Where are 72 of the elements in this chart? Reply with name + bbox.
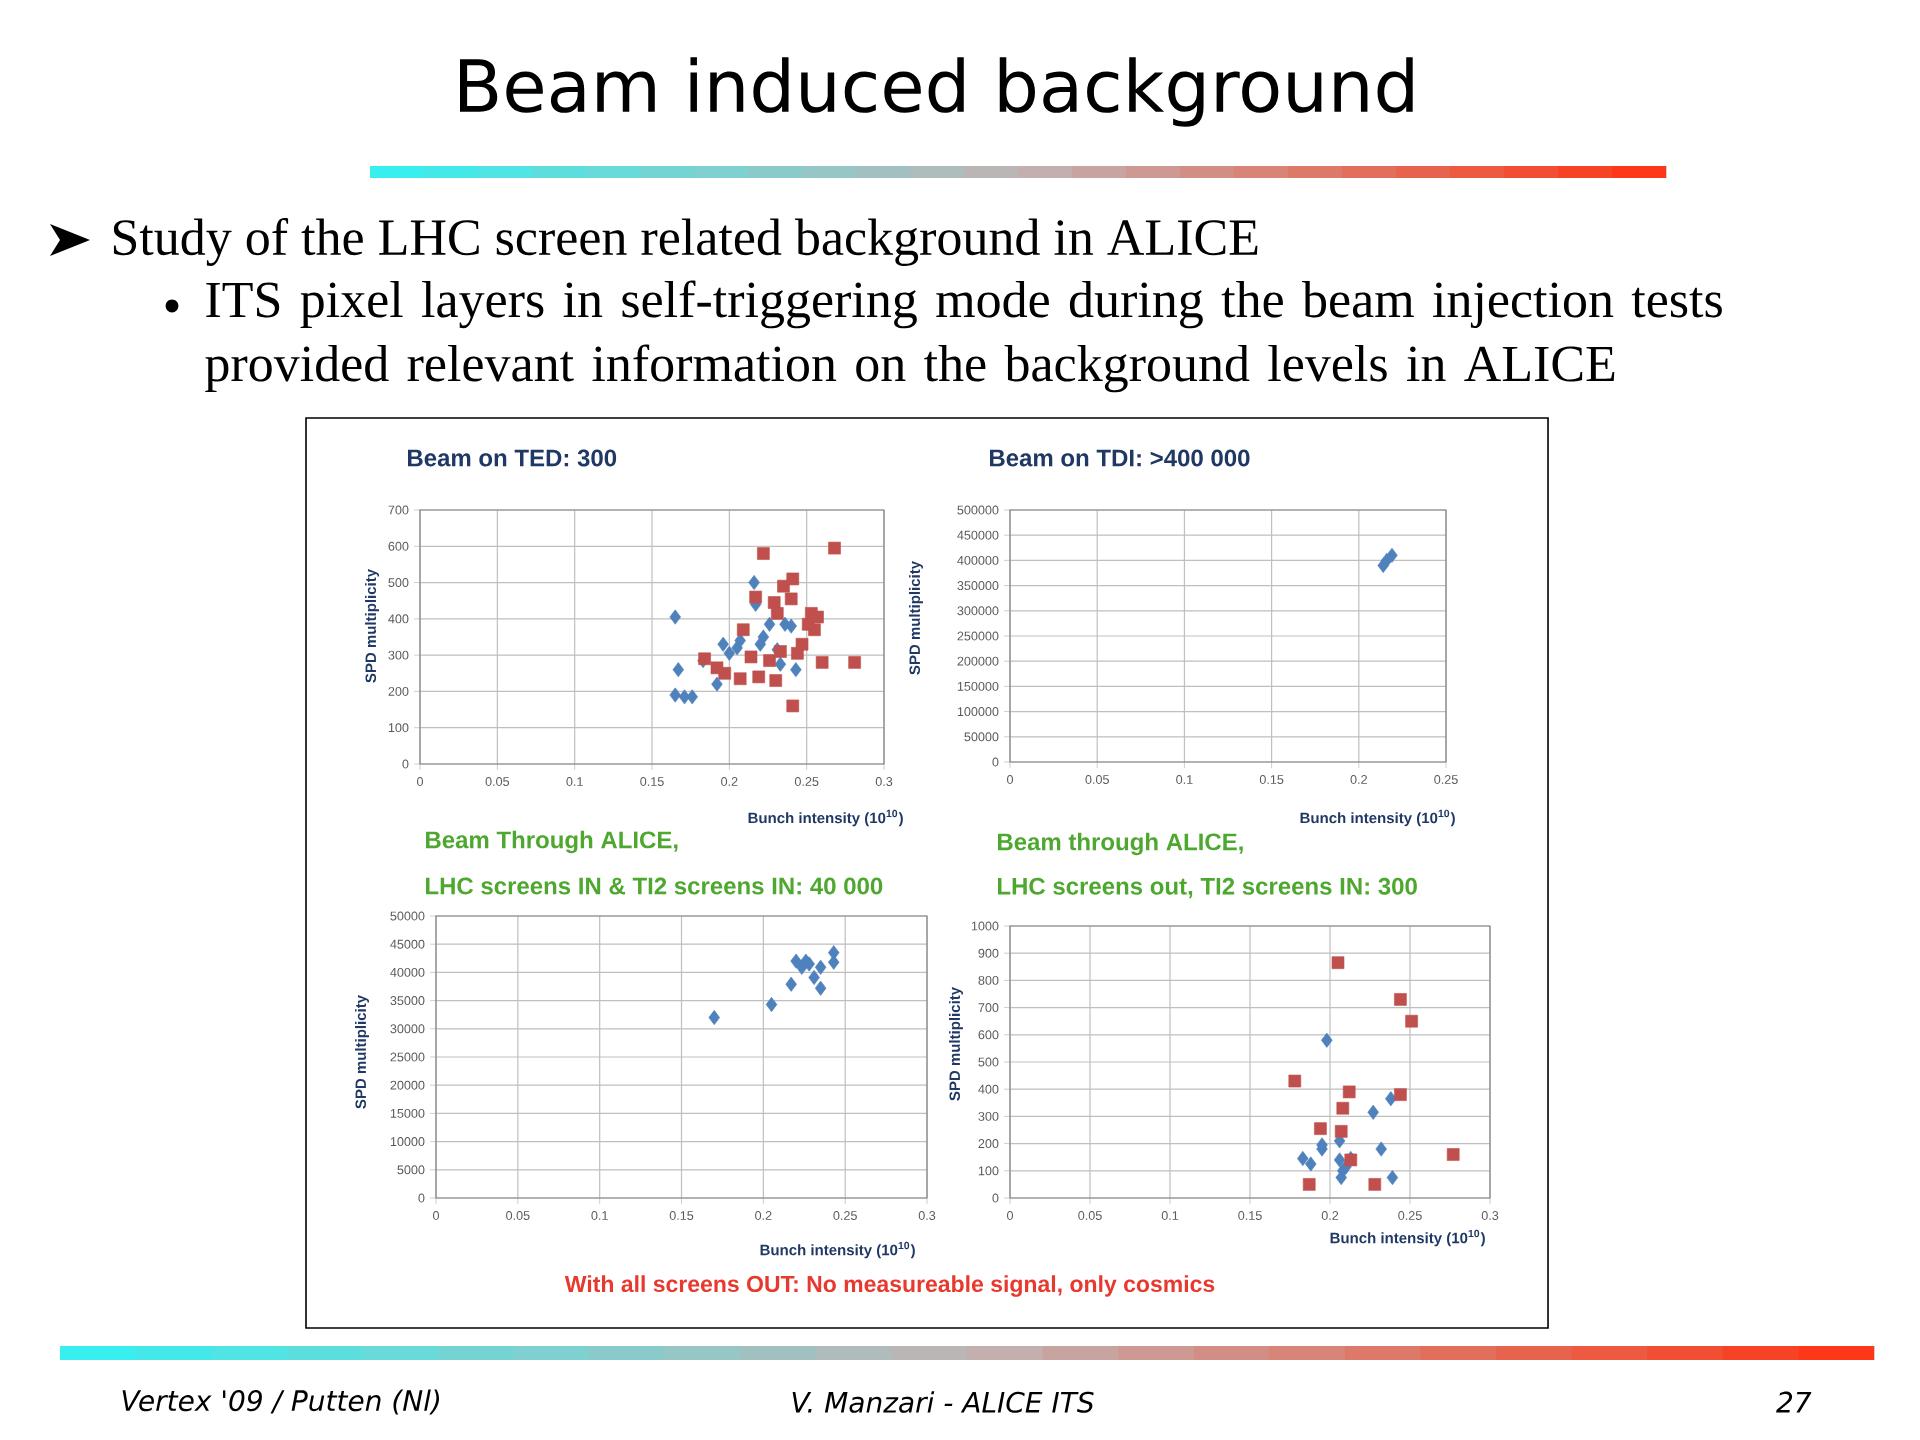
point	[763, 654, 776, 667]
point	[718, 666, 731, 680]
chart-title: Beam on TDI: >400 000	[989, 449, 1250, 467]
chart-subtitle: LHC screens out, TI2 screens IN: 300	[997, 877, 1417, 899]
text: With all screens OUT: No measureable signal, only cosmics	[564, 1275, 1215, 1297]
point	[784, 592, 798, 606]
point	[1331, 956, 1345, 970]
point	[736, 623, 750, 637]
text: V. Manzari - ALICE ITS	[792, 1391, 1094, 1413]
point	[1336, 1101, 1350, 1115]
point	[717, 636, 729, 652]
point	[669, 687, 681, 703]
point	[790, 662, 802, 678]
point	[1405, 1014, 1418, 1028]
point	[1297, 1151, 1309, 1167]
point	[1394, 1088, 1407, 1101]
point	[795, 637, 809, 651]
point	[1302, 1178, 1316, 1191]
point	[748, 575, 760, 591]
text: Vertex '09 / Putten (Nl)	[122, 1389, 440, 1415]
point	[672, 662, 685, 678]
point	[785, 976, 797, 992]
point	[686, 689, 698, 705]
point	[1314, 1122, 1327, 1135]
text: Beam induced background	[460, 57, 1413, 127]
point	[733, 672, 747, 686]
text: 27	[1776, 1391, 1812, 1413]
text: ITS pixel layers in self-triggering mode during the beam injection tests provided relevant information on the background levels in ALICE	[205, 280, 1722, 393]
chart-title: Beam on TED: 300	[408, 449, 617, 467]
point	[752, 670, 766, 684]
point	[769, 674, 783, 687]
point	[1368, 1178, 1382, 1191]
point	[828, 541, 841, 555]
point	[669, 609, 681, 625]
point	[1288, 1074, 1302, 1088]
point	[1342, 1085, 1356, 1099]
point	[786, 572, 800, 586]
chart-title: Beam Through ALICE,	[426, 830, 678, 854]
point	[848, 656, 861, 669]
point	[744, 650, 758, 664]
point	[808, 969, 820, 985]
point	[749, 590, 762, 604]
point	[765, 997, 778, 1013]
point	[808, 623, 821, 637]
text: Study of the LHC screen related background in ALICE	[113, 218, 1258, 266]
chart-subtitle: LHC screens IN & TI2 screens IN: 40 000	[426, 877, 883, 895]
point	[1333, 1152, 1346, 1168]
point	[1321, 1032, 1333, 1048]
point	[763, 616, 776, 632]
point	[767, 596, 781, 609]
point	[786, 699, 800, 713]
chart-title: Beam through ALICE,	[997, 832, 1243, 856]
point	[1446, 1148, 1460, 1161]
point	[774, 656, 787, 672]
point	[1385, 1091, 1397, 1107]
point	[815, 656, 829, 669]
point	[757, 547, 770, 560]
point	[711, 676, 723, 692]
point	[734, 633, 746, 649]
point	[1394, 993, 1407, 1006]
point	[1334, 1125, 1348, 1138]
point	[814, 959, 827, 975]
point	[1375, 1141, 1387, 1157]
point	[723, 645, 736, 661]
point	[708, 1010, 720, 1026]
point	[770, 607, 784, 620]
point	[785, 618, 797, 634]
point	[1367, 1104, 1379, 1120]
point	[1305, 1156, 1317, 1172]
point	[1386, 1170, 1399, 1186]
point	[814, 980, 827, 996]
point	[757, 629, 770, 645]
